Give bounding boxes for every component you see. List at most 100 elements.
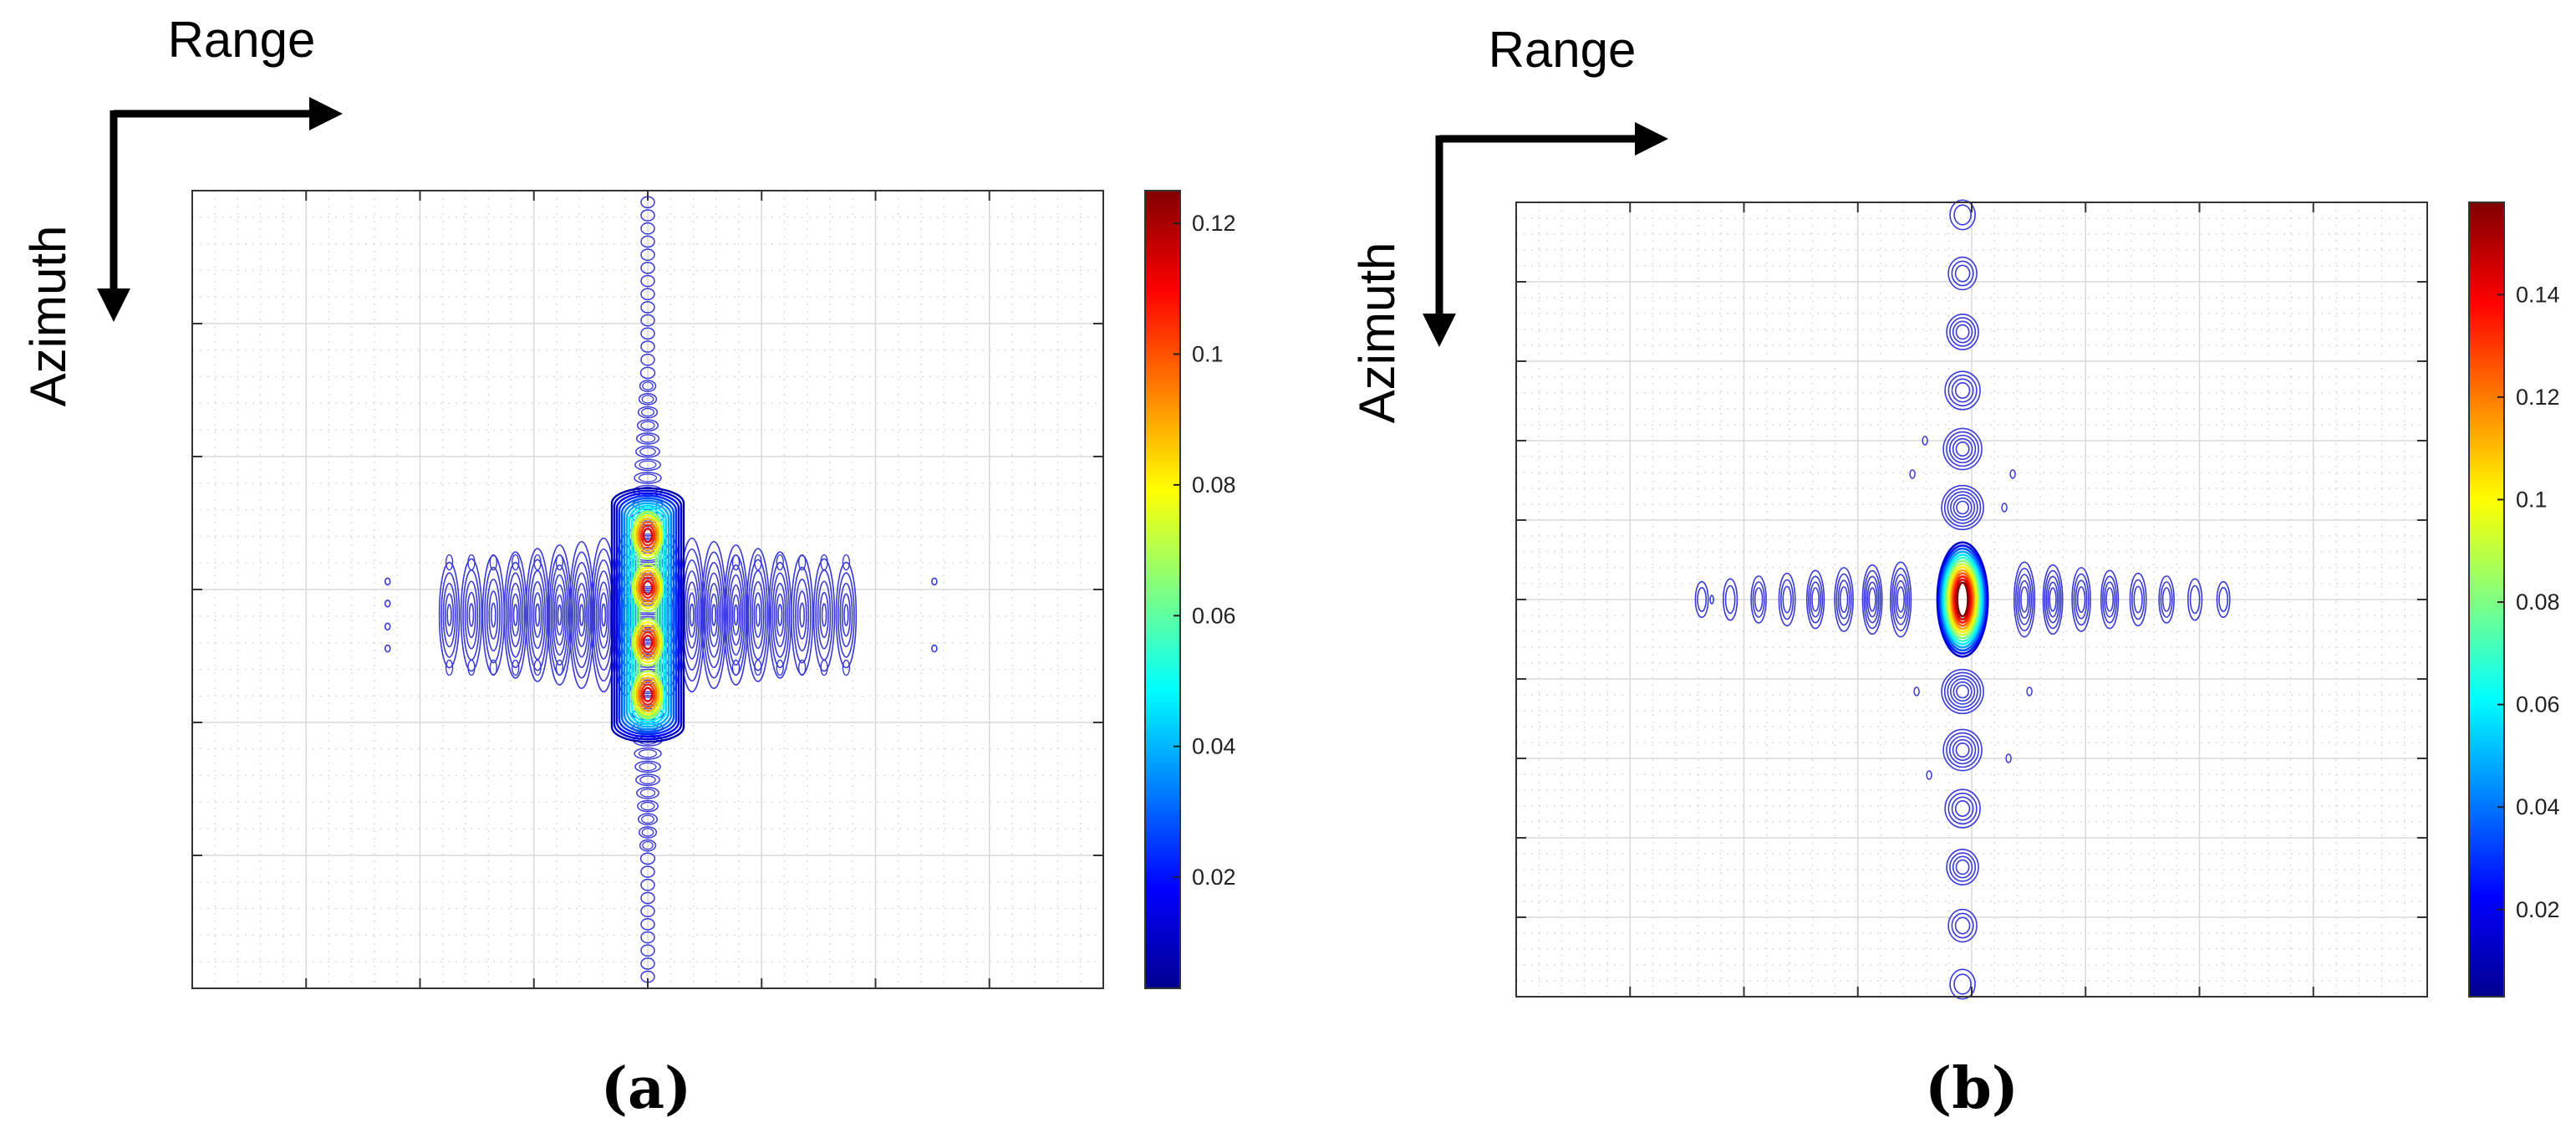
contour-ring — [1865, 575, 1880, 624]
contour-ring — [512, 659, 520, 676]
contour-ring — [2071, 567, 2091, 632]
contour-ring — [446, 604, 452, 626]
contour-ring — [2013, 561, 2036, 638]
contour-ring — [1946, 732, 1980, 768]
contour-ring — [1946, 849, 1979, 885]
contour-ring — [637, 406, 659, 419]
contour-ring — [445, 593, 455, 637]
contour-ring — [1837, 579, 1851, 620]
contour-ring — [708, 583, 720, 647]
contour-ring — [1941, 484, 1984, 531]
axis-arrows-b — [1423, 122, 1668, 347]
contour-ring — [685, 581, 699, 649]
contour-ring — [507, 572, 524, 658]
contour-ring — [1947, 256, 1978, 291]
contour-ring — [837, 572, 855, 658]
contour-ring — [1955, 743, 1970, 758]
contour-ring — [754, 554, 762, 571]
contour-ring — [1937, 544, 1988, 655]
colorbar-tick-label: 0.04 — [2516, 794, 2560, 819]
contour-ring — [2042, 564, 2064, 635]
colorbar-tick-label: 0.12 — [2516, 385, 2560, 410]
contour-ring — [1953, 204, 1972, 226]
contour-ring — [1835, 573, 1852, 626]
contour-ring — [1754, 587, 1764, 612]
contour-ring — [1946, 314, 1979, 350]
contour-ring — [640, 891, 655, 905]
contour-ring — [634, 760, 661, 773]
contour-ring — [640, 957, 655, 970]
contour-ring — [1722, 578, 1739, 621]
contour-ring — [639, 788, 656, 798]
contour-ring — [1954, 382, 1971, 399]
contour-ring — [2045, 575, 2060, 624]
contour-ring — [438, 561, 461, 669]
contour-ring — [599, 592, 608, 638]
contour-ring — [1952, 437, 1973, 461]
contour-ring — [440, 572, 458, 658]
contour-ring — [2019, 579, 2031, 620]
contour-ring — [635, 676, 660, 712]
contour-ring — [1943, 556, 1982, 643]
contour-ring — [1778, 572, 1796, 627]
contour-ring — [550, 564, 569, 666]
contour-ring — [749, 569, 766, 661]
contour-ring — [601, 603, 607, 627]
contour-ring — [1861, 564, 1883, 635]
range-arrowhead-b — [1635, 122, 1668, 156]
contour-ring — [464, 580, 479, 650]
contour-ring — [635, 432, 660, 445]
contour-ring — [1943, 487, 1982, 528]
caption-b: (b) — [1925, 1055, 2019, 1122]
contour-ring — [638, 521, 658, 550]
contour-ring — [640, 327, 655, 340]
plot-area-a — [191, 190, 1104, 989]
contour-ring — [1947, 491, 1978, 524]
contour-ring — [640, 262, 655, 274]
contour-ring — [445, 554, 454, 571]
contour-ring — [553, 584, 566, 646]
range-label-b: Range — [1489, 22, 1637, 78]
contour-ring — [639, 447, 656, 457]
contour-ring — [640, 931, 655, 944]
contour-ring — [442, 582, 456, 648]
contour-ring — [640, 801, 655, 811]
contour-ring — [841, 593, 851, 637]
contour-ring — [638, 627, 658, 657]
colorbar-tick-label: 0.12 — [1192, 211, 1236, 236]
contour-ring — [2216, 580, 2231, 619]
contour-ring — [631, 511, 664, 560]
contour-ring — [1839, 585, 1849, 613]
contour-ring — [467, 659, 476, 676]
contour-ring — [755, 603, 761, 627]
contour-ring — [640, 421, 655, 431]
contour-ring — [532, 592, 542, 638]
contour-ring — [1810, 581, 1822, 618]
contour-ring — [1950, 678, 1976, 705]
contour-ring — [639, 434, 656, 443]
range-label-a: Range — [168, 12, 316, 68]
contour-ring — [555, 594, 564, 636]
contour-ring — [1834, 567, 1854, 632]
contour-ring — [2158, 575, 2175, 624]
contour-ring — [640, 288, 655, 301]
contour-ring — [1955, 324, 1970, 340]
contour-ring — [1952, 855, 1973, 879]
contour-ring — [773, 583, 787, 648]
contour-ring — [1750, 575, 1767, 624]
contour-ring — [637, 799, 659, 813]
contour-ring — [754, 659, 762, 676]
main-lobe-contour — [633, 509, 663, 721]
colorbar-tick-label: 0.04 — [1192, 734, 1236, 759]
contour-ring — [638, 826, 658, 839]
contour-ring — [1947, 908, 1978, 943]
contour-ring — [1954, 264, 1971, 283]
contour-ring — [1943, 671, 1982, 712]
contour-ring — [1936, 541, 1989, 658]
contour-ring — [797, 554, 807, 571]
contour-ring — [1889, 561, 1912, 638]
contour-ring — [638, 573, 658, 603]
azimuth-arrowhead-a — [97, 288, 130, 322]
colorbar-tick-label: 0.1 — [1192, 341, 1224, 366]
